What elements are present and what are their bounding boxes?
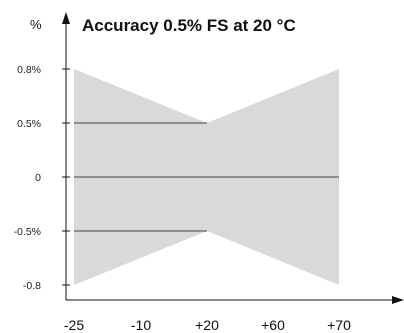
x-tick-label-neg25: -25 [64,317,84,333]
y-axis-unit-label: % [30,17,42,32]
x-axis-arrow [392,296,404,304]
x-tick-label-pos60: +60 [261,317,285,333]
x-tick-label-pos70: +70 [327,317,351,333]
reference-lines-layer [74,122,339,232]
y-tick-labels: 0.8% 0.5% 0 -0.5% -0.8 [14,64,42,292]
x-tick-label-neg10: -10 [131,317,151,333]
x-tick-labels: -25 -10 +20 +60 +70 [64,317,351,333]
y-axis-arrow [62,12,70,24]
y-tick-label-0.8: 0.8% [17,64,41,76]
chart-title: Accuracy 0.5% FS at 20 °C [82,16,296,35]
y-tick-label-neg-0.8: -0.8 [23,280,41,292]
y-tick-label-0.5: 0.5% [17,118,41,130]
x-tick-label-pos20: +20 [195,317,219,333]
y-tick-label-neg-0.5: -0.5% [14,226,41,238]
y-tick-label-0: 0 [35,172,41,184]
